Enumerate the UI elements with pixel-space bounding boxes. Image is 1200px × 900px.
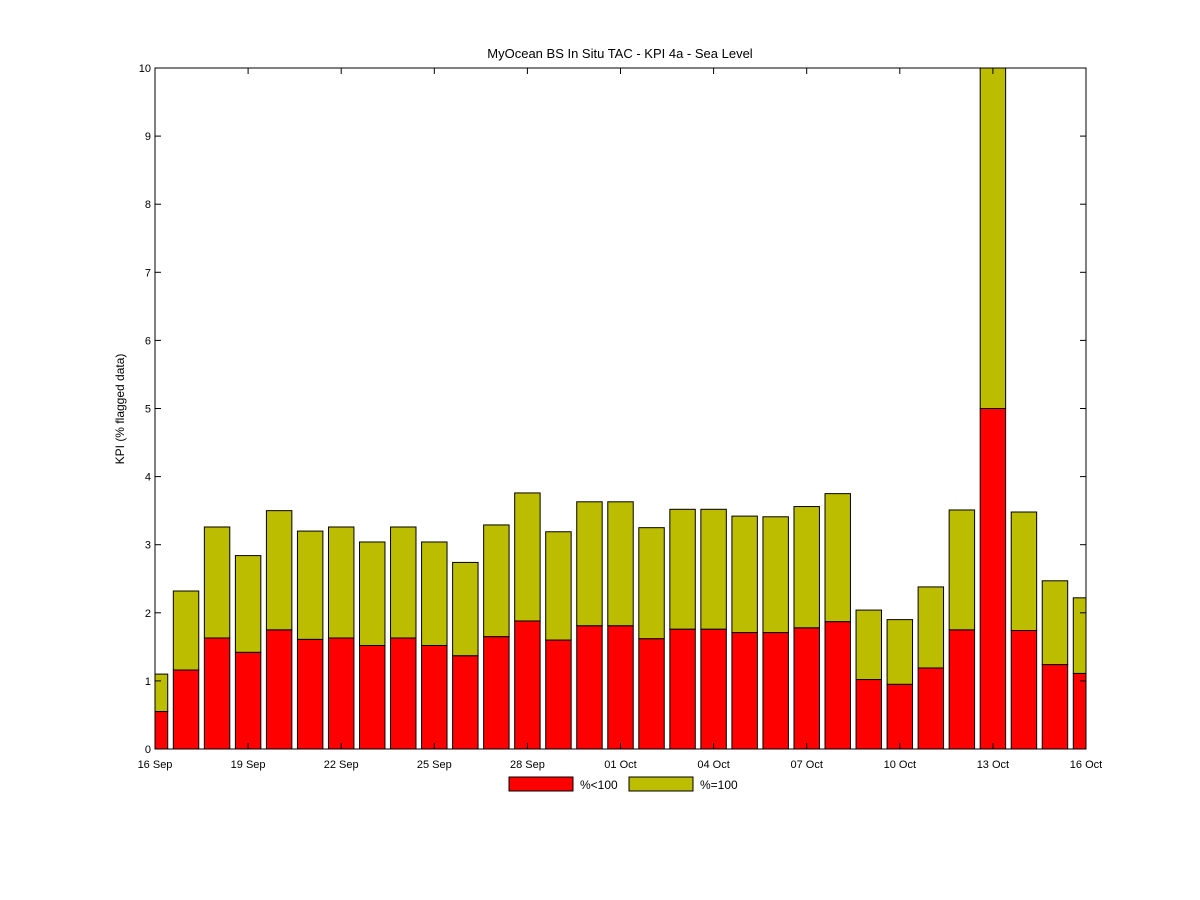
y-tick-label: 1	[145, 676, 151, 688]
bar-eq100-15	[576, 501, 603, 627]
bar-lt100-28	[979, 408, 1007, 749]
bar-eq100-18	[669, 508, 696, 630]
bar-eq100-30	[1041, 580, 1069, 666]
bar-lt100-24	[855, 679, 882, 749]
x-axis-ticks: 16 Sep 19 Sep 22 Sep 25 Sep 28 Sep 01 Oct 04 O…	[138, 68, 1102, 771]
bars-layer	[155, 68, 1086, 749]
bar-lt100-25	[886, 683, 914, 749]
x-tick-label: 28 Sep	[510, 759, 545, 771]
bar-lt100-12	[483, 636, 510, 749]
bar-lt100-18	[669, 628, 696, 749]
y-tick-label: 9	[145, 131, 151, 143]
bar-eq100-31	[1072, 597, 1086, 674]
bar-eq100-28	[979, 68, 1007, 409]
bar-lt100-15	[576, 625, 603, 749]
legend-label-eq100: %=100	[700, 778, 738, 792]
bar-eq100-17	[638, 527, 665, 640]
bar-eq100-22	[793, 506, 820, 629]
bar-lt100-11	[452, 655, 479, 749]
y-tick-label: 7	[145, 267, 151, 279]
bar-lt100-9	[390, 637, 417, 749]
bar-eq100-29	[1010, 511, 1038, 632]
bar-lt100-5	[265, 629, 293, 749]
x-tick-label: 16 Oct	[1070, 759, 1102, 771]
y-tick-label: 6	[145, 335, 151, 347]
bar-lt100-26	[917, 667, 945, 749]
bar-eq100-16	[607, 501, 634, 627]
bar-eq100-25	[886, 619, 914, 685]
y-tick-label: 2	[145, 608, 151, 620]
bar-eq100-10	[421, 541, 448, 646]
y-tick-label: 10	[139, 63, 151, 75]
bar-eq100-26	[917, 586, 945, 669]
bar-lt100-7	[327, 637, 355, 749]
bar-lt100-13	[514, 620, 541, 749]
y-axis-ticks: 0 1 2 3 4 5 6 7 8 9 10	[139, 63, 1086, 756]
legend: %<100 %=100	[508, 776, 738, 792]
bar-eq100-14	[545, 531, 572, 641]
bar-eq100-23	[824, 493, 851, 623]
bar-lt100-6	[296, 638, 324, 749]
bar-eq100-2	[172, 590, 200, 671]
bar-eq100-12	[483, 524, 510, 638]
bar-lt100-2	[172, 669, 200, 749]
bar-eq100-3	[203, 526, 231, 639]
chart-title: MyOcean BS In Situ TAC - KPI 4a - Sea Le…	[487, 46, 753, 61]
bar-eq100-8	[359, 541, 386, 646]
bar-lt100-8	[359, 644, 386, 749]
bar-eq100-5	[265, 510, 293, 631]
y-tick-label: 3	[145, 540, 151, 552]
bar-lt100-21	[762, 632, 789, 749]
y-tick-label: 8	[145, 199, 151, 211]
bar-lt100-4	[234, 651, 262, 749]
bar-eq100-24	[855, 609, 882, 681]
bar-eq100-11	[452, 561, 479, 657]
bar-lt100-22	[793, 627, 820, 749]
x-tick-label: 22 Sep	[324, 759, 359, 771]
y-tick-label: 4	[145, 472, 151, 484]
legend-swatch-eq100	[628, 776, 694, 792]
bar-lt100-27	[948, 629, 976, 749]
y-axis-label: KPI (% flagged data)	[113, 354, 127, 465]
x-tick-label: 16 Sep	[138, 759, 173, 771]
bar-eq100-20	[731, 515, 758, 634]
x-tick-label: 19 Sep	[231, 759, 266, 771]
x-tick-label: 01 Oct	[604, 759, 636, 771]
bar-lt100-23	[824, 621, 851, 749]
x-tick-label: 25 Sep	[417, 759, 452, 771]
bar-eq100-6	[296, 530, 324, 640]
y-tick-label: 0	[145, 744, 151, 756]
bar-eq100-7	[327, 526, 355, 639]
x-tick-label: 07 Oct	[790, 759, 822, 771]
bar-lt100-10	[421, 644, 448, 749]
bar-lt100-3	[203, 637, 231, 749]
bar-lt100-31	[1072, 672, 1086, 749]
bar-eq100-27	[948, 509, 976, 631]
bar-eq100-4	[234, 555, 262, 653]
legend-swatch-lt100	[508, 776, 574, 792]
bar-lt100-16	[607, 625, 634, 749]
bar-lt100-29	[1010, 630, 1038, 749]
bar-lt100-14	[545, 639, 572, 749]
bar-eq100-19	[700, 508, 727, 630]
bar-lt100-19	[700, 628, 727, 749]
legend-label-lt100: %<100	[580, 778, 618, 792]
bar-lt100-30	[1041, 664, 1069, 749]
bar-eq100-9	[390, 526, 417, 639]
bar-eq100-21	[762, 516, 789, 634]
y-tick-label: 5	[145, 404, 151, 416]
x-tick-label: 13 Oct	[977, 759, 1009, 771]
bar-lt100-17	[638, 638, 665, 749]
x-tick-label: 10 Oct	[884, 759, 916, 771]
bar-lt100-20	[731, 632, 758, 749]
x-tick-label: 04 Oct	[697, 759, 729, 771]
bar-eq100-13	[514, 492, 541, 622]
